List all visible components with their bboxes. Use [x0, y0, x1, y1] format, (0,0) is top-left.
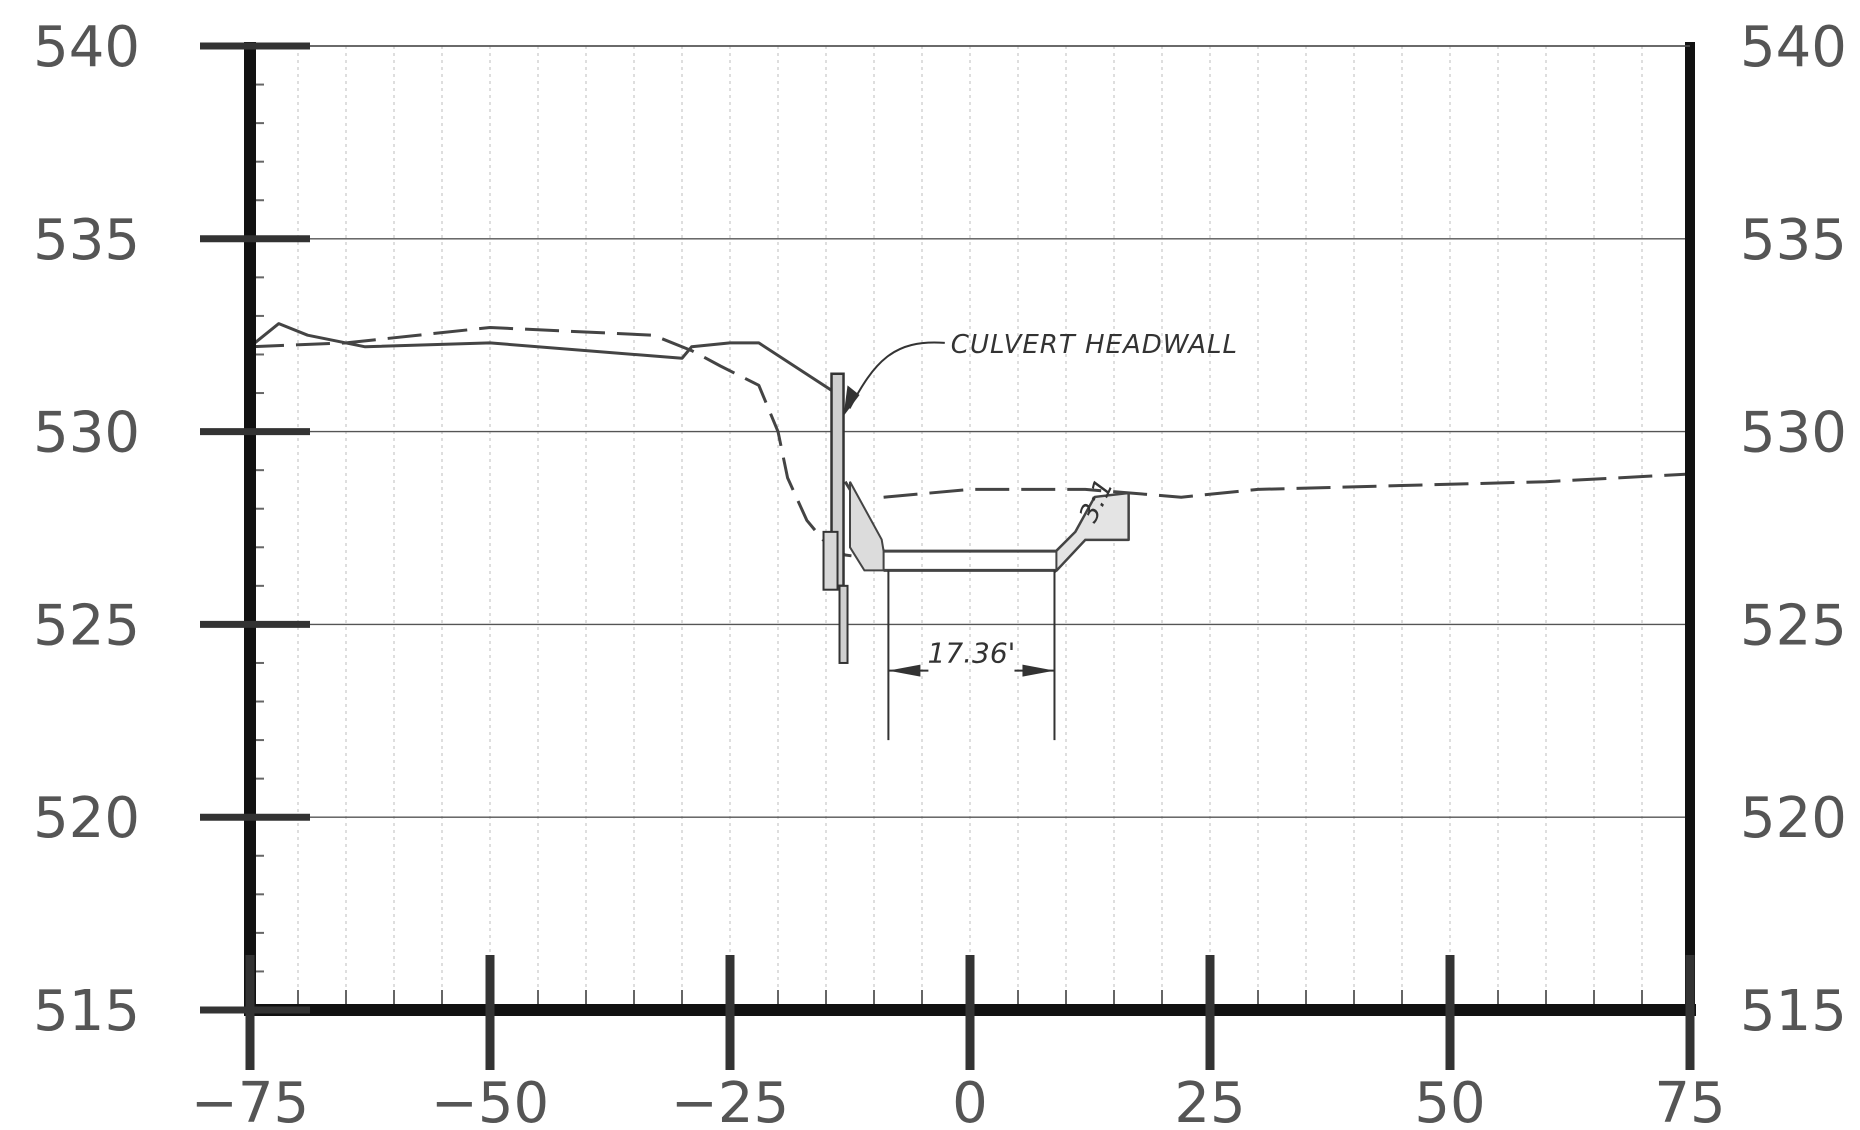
y-tick-label-right: 530	[1740, 401, 1847, 466]
series-line-1	[249, 322, 837, 395]
y-tick-label-left: 540	[33, 15, 140, 80]
series-line-2	[249, 326, 875, 561]
headwall-footing	[822, 530, 839, 591]
dimension-arrow-left	[888, 664, 921, 677]
channel-lining-right	[1055, 492, 1130, 573]
x-tick-label: 50	[1414, 1071, 1485, 1130]
y-tick-label-left: 515	[33, 979, 140, 1044]
y-tick-label-right: 515	[1740, 979, 1847, 1044]
x-tick-label: −75	[191, 1071, 309, 1130]
y-tick-label-right: 535	[1740, 208, 1847, 273]
x-tick-label: 25	[1174, 1071, 1245, 1130]
y-tick-label-left: 525	[33, 593, 140, 658]
axes-frame	[200, 42, 1696, 1070]
y-tick-label-left: 520	[33, 786, 140, 851]
leader-arrowhead	[843, 385, 860, 417]
x-tick-label: 0	[952, 1071, 988, 1130]
minor-ticks	[250, 83, 1643, 1010]
y-tick-label-right: 520	[1740, 786, 1847, 851]
channel-lining-left	[849, 481, 885, 572]
x-tick-label: −25	[671, 1071, 789, 1130]
y-tick-label-right: 540	[1740, 15, 1847, 80]
annotation-culvert-headwall: CULVERT HEADWALL	[951, 330, 1238, 360]
plot-area	[249, 322, 1691, 664]
headwall-cutoff	[838, 584, 849, 664]
grid	[250, 45, 1690, 1010]
y-tick-label-left: 535	[33, 208, 140, 273]
x-tick-label: 75	[1654, 1071, 1725, 1130]
tick-labels: 515 515 520 520 525 525 530 530 535 535 540 540 −75 −…	[33, 15, 1847, 1130]
y-tick-label-left: 530	[33, 401, 140, 466]
y-tick-label-right: 525	[1740, 593, 1847, 658]
dimension-arrow-right	[1022, 664, 1055, 677]
x-tick-label: −50	[431, 1071, 549, 1130]
series-line-3	[883, 472, 1691, 499]
dimension-label: 17.36'	[928, 637, 1016, 670]
leader-line	[848, 341, 945, 409]
